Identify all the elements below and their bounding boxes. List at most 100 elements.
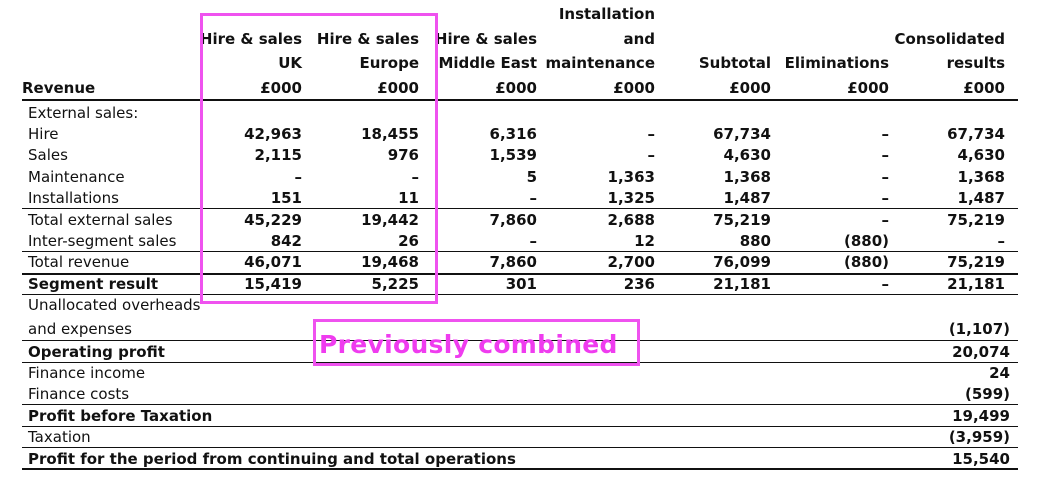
header-im-line-2: maintenance: [545, 54, 655, 73]
lower-value-1: (1,107): [948, 320, 1010, 338]
cell-2-im: –: [647, 146, 656, 164]
cell-1-elim: –: [881, 125, 890, 143]
cell-1-im: –: [647, 125, 656, 143]
cell-1-uk: 42,963: [244, 125, 302, 143]
cell-3-sub: 1,368: [723, 168, 771, 186]
annotation-previously-combined: Previously combined: [319, 330, 618, 359]
cell-2-cons: 4,630: [957, 146, 1005, 164]
cell-7-im: 2,700: [607, 253, 655, 271]
cell-5-im: 2,688: [607, 211, 655, 229]
cell-7-sub: 76,099: [713, 253, 771, 271]
cell-6-elim: (880): [843, 232, 889, 250]
cell-1-sub: 67,734: [713, 125, 771, 143]
cell-1-cons: 67,734: [947, 125, 1005, 143]
rule-segment-result: [22, 294, 1018, 295]
cell-8-uk: 15,419: [244, 275, 302, 293]
cell-8-sub: 21,181: [713, 275, 771, 293]
rule-operating-profit: [22, 362, 1018, 363]
cell-3-cons: 1,368: [957, 168, 1005, 186]
revenue-label: Revenue: [22, 79, 96, 97]
cell-4-cons: 1,487: [957, 189, 1005, 207]
cell-8-elim: –: [881, 275, 890, 293]
lower-label-4: Finance costs: [28, 385, 130, 403]
header-uk-line-1: UK: [278, 54, 302, 73]
lower-label-0: Unallocated overheads: [28, 296, 201, 314]
row-label-6: Inter-segment sales: [28, 232, 177, 250]
header-uk-line-0: Hire & sales: [199, 29, 302, 48]
rule-bottom: [22, 468, 1018, 470]
cell-6-me: –: [529, 232, 538, 250]
cell-8-me: 301: [505, 275, 537, 293]
cell-5-uk: 45,229: [244, 211, 302, 229]
cell-4-me: –: [529, 189, 538, 207]
cell-1-eu: 18,455: [361, 125, 419, 143]
cell-7-me: 7,860: [489, 253, 537, 271]
header-sub-line-1: £000: [729, 79, 771, 97]
header-me-line-0: Hire & sales: [434, 29, 537, 48]
row-label-7: Total revenue: [28, 253, 130, 271]
header-uk-line-2: £000: [260, 79, 302, 97]
cell-3-uk: –: [294, 168, 303, 186]
lower-value-3: 24: [989, 364, 1010, 382]
row-label-0: External sales:: [28, 104, 139, 122]
rule-below-total-revenue: [22, 273, 1018, 275]
cell-6-uk: 842: [270, 232, 302, 250]
rule-above-total-revenue: [22, 251, 1018, 252]
lower-label-7: Profit for the period from continuing an…: [28, 450, 516, 468]
cell-7-eu: 19,468: [361, 253, 419, 271]
cell-2-uk: 2,115: [254, 146, 302, 164]
header-eu-line-2: £000: [377, 79, 419, 97]
cell-2-sub: 4,630: [723, 146, 771, 164]
cell-5-sub: 75,219: [713, 211, 771, 229]
header-cons-line-0: Consolidated: [894, 29, 1005, 48]
header-im-line-3: £000: [613, 79, 655, 97]
lower-label-2: Operating profit: [28, 343, 165, 361]
rule-below-expenses: [22, 340, 1018, 341]
lower-label-3: Finance income: [28, 364, 146, 382]
annotation-box: [313, 319, 640, 366]
cell-2-me: 1,539: [489, 146, 537, 164]
cell-4-im: 1,325: [607, 189, 655, 207]
cell-8-im: 236: [623, 275, 655, 293]
cell-6-im: 12: [634, 232, 655, 250]
cell-4-eu: 11: [398, 189, 419, 207]
lower-label-5: Profit before Taxation: [28, 407, 213, 425]
row-label-8: Segment result: [28, 275, 159, 293]
header-cons-line-2: £000: [963, 79, 1005, 97]
cell-1-me: 6,316: [489, 125, 537, 143]
row-label-1: Hire: [28, 125, 59, 143]
row-label-5: Total external sales: [28, 211, 173, 229]
cell-7-elim: (880): [843, 253, 889, 271]
cell-2-elim: –: [881, 146, 890, 164]
cell-2-eu: 976: [387, 146, 419, 164]
rule-taxation: [22, 447, 1018, 448]
row-label-3: Maintenance: [28, 168, 125, 186]
rule-finance-costs: [22, 404, 1018, 405]
cell-3-eu: –: [411, 168, 420, 186]
cell-4-uk: 151: [270, 189, 302, 207]
cell-7-uk: 46,071: [244, 253, 302, 271]
header-eu-line-1: Europe: [359, 54, 419, 73]
lower-value-6: (3,959): [948, 428, 1010, 446]
lower-label-6: Taxation: [28, 428, 91, 446]
cell-5-cons: 75,219: [947, 211, 1005, 229]
cell-3-me: 5: [526, 168, 537, 186]
cell-5-me: 7,860: [489, 211, 537, 229]
header-sub-line-0: Subtotal: [698, 54, 771, 73]
cell-6-sub: 880: [739, 232, 771, 250]
highlight-box-uk-europe: [200, 13, 438, 304]
cell-3-im: 1,363: [607, 168, 655, 186]
lower-value-5: 19,499: [952, 407, 1010, 425]
cell-3-elim: –: [881, 168, 890, 186]
cell-8-cons: 21,181: [947, 275, 1005, 293]
row-label-2: Sales: [28, 146, 68, 164]
cell-6-cons: –: [997, 232, 1006, 250]
cell-5-eu: 19,442: [361, 211, 419, 229]
header-im-line-1: and: [623, 29, 655, 48]
cell-6-eu: 26: [398, 232, 419, 250]
cell-8-eu: 5,225: [371, 275, 419, 293]
header-im-line-0: Installation: [558, 4, 655, 23]
rule-pbt: [22, 426, 1018, 427]
header-eu-line-0: Hire & sales: [316, 29, 419, 48]
